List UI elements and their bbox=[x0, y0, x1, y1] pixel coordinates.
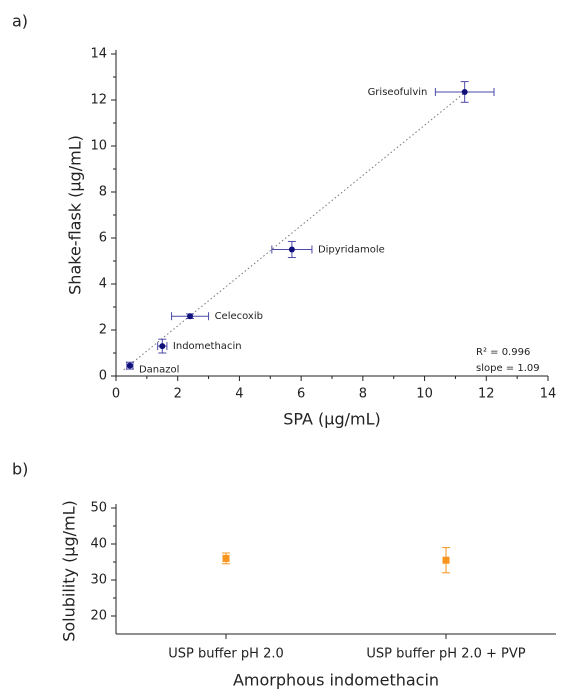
y-tick-label: 30 bbox=[90, 573, 107, 588]
y-axis-label: Shake-flask (µg/mL) bbox=[66, 135, 85, 295]
point-label: Indomethacin bbox=[173, 341, 242, 352]
x-tick-label: 8 bbox=[359, 387, 367, 402]
y-tick-label: 6 bbox=[99, 231, 107, 246]
y-tick-label: 8 bbox=[99, 185, 107, 200]
point-label: Griseofulvin bbox=[368, 87, 428, 98]
point-label: Danazol bbox=[139, 365, 179, 376]
panel-label: a) bbox=[12, 12, 28, 31]
x-tick-label: 14 bbox=[540, 387, 557, 402]
y-tick-label: 50 bbox=[90, 501, 107, 516]
y-tick-label: 2 bbox=[99, 323, 107, 338]
point bbox=[461, 88, 468, 95]
point bbox=[442, 556, 450, 564]
panel-label: b) bbox=[12, 460, 28, 479]
x-tick-label: 6 bbox=[297, 387, 305, 402]
y-tick-label: 4 bbox=[99, 277, 107, 292]
annotation: slope = 1.09 bbox=[476, 363, 540, 374]
y-axis-label: Solubility (µg/mL) bbox=[60, 500, 79, 642]
x-tick-label: 0 bbox=[112, 387, 120, 402]
y-tick-label: 10 bbox=[90, 139, 107, 154]
y-tick-label: 20 bbox=[90, 609, 107, 624]
y-tick-label: 0 bbox=[99, 369, 107, 384]
x-axis-label: Amorphous indomethacin bbox=[233, 671, 439, 690]
trendline bbox=[123, 92, 466, 371]
point-label: Dipyridamole bbox=[318, 245, 385, 256]
x-tick-label: 4 bbox=[235, 387, 243, 402]
annotation: R² = 0.996 bbox=[476, 347, 530, 358]
y-tick-label: 14 bbox=[90, 47, 107, 62]
point-label: Celecoxib bbox=[215, 311, 263, 322]
point bbox=[222, 554, 230, 562]
point bbox=[159, 343, 166, 350]
y-tick-label: 40 bbox=[90, 537, 107, 552]
x-tick-label: USP buffer pH 2.0 bbox=[168, 647, 284, 662]
x-tick-label: 2 bbox=[174, 387, 182, 402]
y-tick-label: 12 bbox=[90, 93, 107, 108]
x-axis-label: SPA (µg/mL) bbox=[283, 410, 381, 429]
point bbox=[288, 246, 295, 253]
x-tick-label: 12 bbox=[478, 387, 495, 402]
point bbox=[126, 362, 133, 369]
x-tick-label: USP buffer pH 2.0 + PVP bbox=[366, 647, 525, 662]
point bbox=[187, 313, 194, 320]
x-tick-label: 10 bbox=[416, 387, 433, 402]
